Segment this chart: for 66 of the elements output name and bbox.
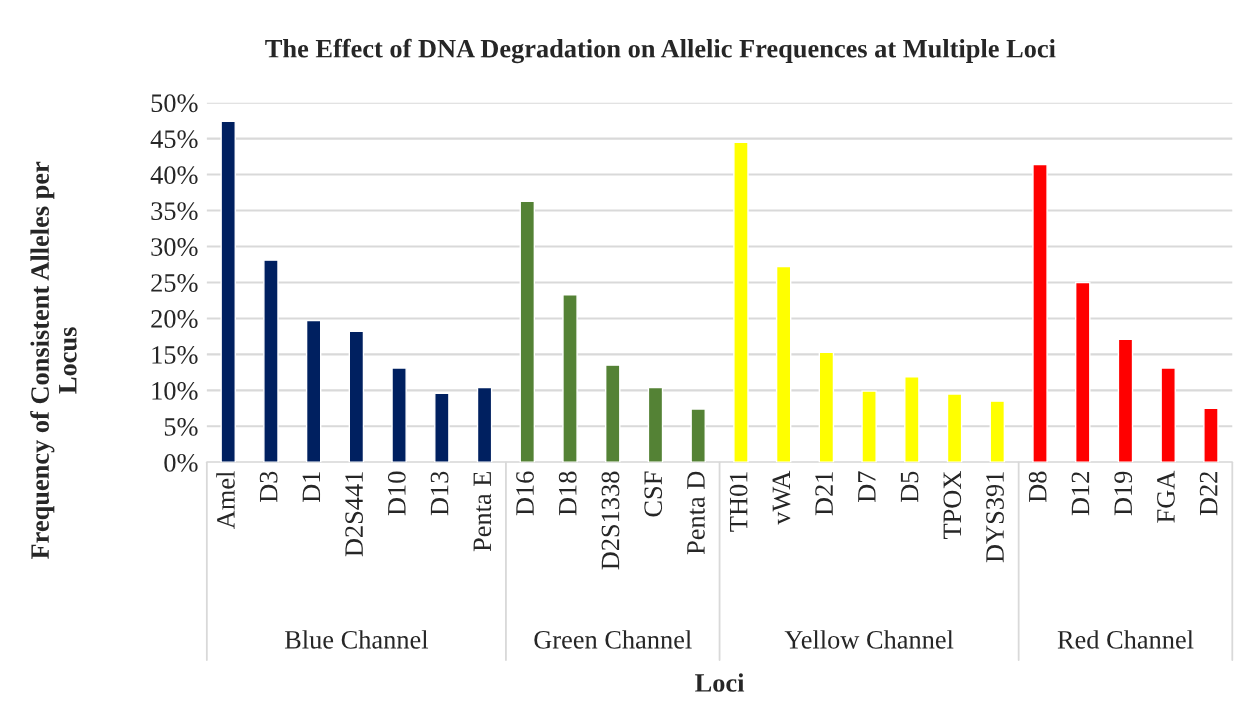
text: Green Channel [534,630,692,649]
bar [904,375,920,463]
bar [348,330,365,463]
x-tick-label: DYS391 [986,472,1004,563]
x-tick-label: D21 [815,472,833,516]
x-tick-label: D16 [516,471,534,516]
x-tick-label: D1 [302,472,321,503]
bar [861,390,877,463]
x-tick-label: D3 [259,471,278,503]
bar [1160,367,1176,463]
y-tick-label: 15% [152,346,198,364]
bar [391,367,407,463]
x-tick-label: D2S441 [345,472,363,557]
bar [1203,407,1219,463]
y-tick-label: 40% [150,166,198,185]
y-tick-label: 30% [151,238,198,256]
bar [605,364,621,463]
bar [818,351,835,463]
bar [989,400,1006,463]
bar [946,393,963,463]
x-tick-label: CSF [644,471,663,517]
x-tick-label: vWA [772,470,791,525]
y-tick-label: 10% [152,381,198,400]
x-tick-label: D13 [430,471,449,516]
y-tick-label: 45% [150,130,198,149]
x-tick-label: D18 [558,471,577,516]
x-tick-label: D8 [1028,471,1047,503]
y-tick-label: 0% [164,453,198,472]
bar [263,259,279,463]
bar [690,408,706,463]
x-tick-label: D22 [1199,472,1218,516]
x-tick-label: Amel [216,471,235,529]
bar [434,392,450,463]
x-tick-label: Penta D [687,471,705,555]
chart-title: The Effect of DNA Degradation on Allelic Frequences at Multiple Loci [265,38,1056,64]
y-tick-label: 25% [151,274,198,292]
x-tick-label: D12 [1071,472,1090,516]
text: Yellow Channel [784,630,954,649]
text: Red Channel [1057,630,1194,649]
x-tick-label: TH01 [729,472,748,532]
bar [1117,338,1134,463]
x-tick-label: D2S1338 [601,471,620,570]
bar [733,141,749,463]
x-tick-label: FGA [1157,470,1175,523]
y-tick-label: 20% [151,310,198,328]
x-tick-label: D7 [858,471,876,503]
x-tick-label: D19 [1114,471,1133,516]
x-tick-label: Penta E [473,471,492,552]
x-tick-label: D10 [387,471,406,516]
text: Blue Channel [284,630,429,649]
y-axis-title: Frequency of Consistent Alleles per Locus [30,161,77,560]
bar [562,293,578,463]
bar [1075,281,1091,463]
x-tick-label: D5 [900,471,919,503]
bar [519,200,536,463]
bar [647,386,664,463]
x-tick-label: TPOX [943,471,962,540]
bar [476,386,493,463]
y-tick-label: 50% [151,94,198,113]
y-tick-label: 5% [164,417,198,436]
bar [220,120,236,463]
x-axis-title: Loci [695,673,745,692]
bar [305,319,322,463]
bar [775,265,792,463]
bar [1032,163,1048,463]
y-tick-label: 35% [151,202,198,221]
